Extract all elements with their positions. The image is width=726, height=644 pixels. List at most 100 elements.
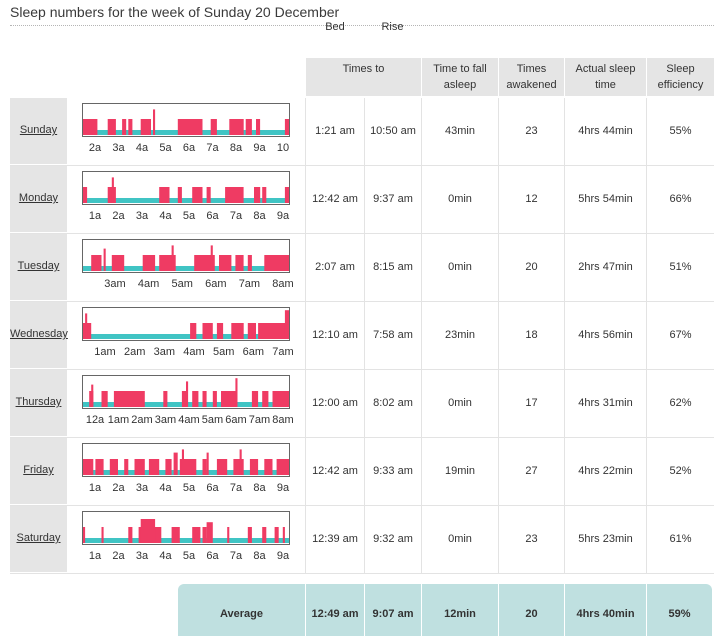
asleep-baseline [83,334,289,339]
awake-segment [235,255,244,271]
awake-segment [122,119,127,135]
awake-segment [245,119,252,135]
sleep-efficiency: 62% [647,370,714,436]
actual-sleep-time: 4hrs 56min [565,302,646,368]
day-name-link[interactable]: Saturday [16,532,61,544]
average-bed: 12:49 am [306,584,364,636]
awake-segment [206,187,211,203]
sleep-timeline-svg [83,177,289,203]
awake-segment [192,391,199,407]
time-tick-label: 7a [229,550,243,562]
time-to-fall-asleep: 0min [422,166,498,232]
day-name-link[interactable]: Wednesday [10,328,68,340]
awake-segment [101,391,108,407]
row-divider [10,165,714,166]
day-name-link[interactable]: Friday [23,464,54,476]
average-awakened: 20 [499,584,564,636]
awake-segment [284,119,289,135]
awake-segment [247,527,252,543]
sleep-timeline-chart [82,103,290,137]
column-divider [305,98,306,574]
day-label: Tuesday [10,234,67,300]
day-name-link[interactable]: Tuesday [17,260,60,272]
awake-segment [274,527,279,543]
awake-segment [225,187,244,203]
time-tick-label: 2a [112,210,125,222]
row-divider [10,301,714,302]
day-name-link[interactable]: Sunday [19,124,58,136]
rise-time: 9:33 am [365,438,421,504]
awake-segment [282,527,285,543]
awake-segment [202,323,213,339]
day-name-link[interactable]: Monday [18,192,59,204]
awake-segment [262,527,267,543]
awake-segment [140,119,151,135]
time-tick-label: 5am [212,346,235,358]
time-axis: 2a 3a 4a 5a 6a 7a 8a 9a 10 [75,142,297,156]
awake-segment [165,459,172,475]
time-tick-label: 7a [229,482,243,494]
awake-segment [235,378,238,407]
bed-time: 12:00 am [306,370,364,436]
day-label: Wednesday [10,302,68,368]
awake-segment [264,255,289,271]
rise-time: 8:02 am [365,370,421,436]
awake-segment [262,187,267,203]
time-tick-label: 7a [206,142,219,154]
awake-segment [254,187,261,203]
time-tick-label: 3a [112,142,125,154]
header-actual-sleep-time: Actual sleep time [565,58,646,96]
time-tick-label: 2am [123,346,146,358]
sleep-timeline-svg [83,310,289,339]
average-actual-sleep: 4hrs 40min [565,584,646,636]
times-awakened: 23 [499,506,564,572]
time-tick-label: 6a [206,210,219,222]
rise-time: 9:32 am [365,506,421,572]
day-name-link[interactable]: Thursday [15,396,62,408]
times-awakened: 20 [499,234,564,300]
time-tick-label: 5a [182,482,196,494]
awake-segment [239,449,242,475]
page-title: Sleep numbers for the week of Sunday 20 … [10,4,340,20]
awake-segment [216,459,228,475]
awake-segment [284,310,289,339]
day-label: Saturday [10,506,67,572]
awake-segment [177,119,203,135]
awake-segment [111,177,114,203]
average-label: Average [178,584,305,636]
time-tick-label: 8a [229,142,243,154]
actual-sleep-time: 4hrs 31min [565,370,646,436]
awake-segment [192,187,203,203]
awake-segment [229,119,244,135]
sleep-efficiency: 66% [647,166,714,232]
awake-segment [171,527,180,543]
row-divider [10,573,714,574]
column-divider [364,98,365,574]
column-divider [498,98,499,574]
awake-segment [181,449,184,475]
time-axis: 1a 2a 3a 4a 5a 6a 7a 8a 9a [75,210,297,224]
times-awakened: 27 [499,438,564,504]
time-tick-label: 1am [94,346,116,358]
bed-time: 12:10 am [306,302,364,368]
time-axis: 1a 2a 3a 4a 5a 6a 7a 8a 9a [75,550,297,564]
row-divider [10,505,714,506]
sleep-efficiency: 61% [647,506,714,572]
time-tick-label: 4a [159,550,172,562]
time-tick-label: 5am [201,414,224,426]
time-to-fall-asleep: 19min [422,438,498,504]
sleep-timeline-svg [83,378,289,407]
awake-segment [140,519,156,543]
time-to-fall-asleep: 0min [422,370,498,436]
average-rise: 9:07 am [365,584,421,636]
time-tick-label: 1am [107,414,130,426]
awake-segment [258,323,289,339]
actual-sleep-time: 4hrs 22min [565,438,646,504]
row-divider [10,233,714,234]
time-tick-label: 8a [253,210,266,222]
time-tick-label: 4am [178,414,200,426]
column-divider [646,98,647,574]
time-tick-label: 9a [276,210,290,222]
awake-segment [251,391,259,407]
awake-segment [128,119,133,135]
